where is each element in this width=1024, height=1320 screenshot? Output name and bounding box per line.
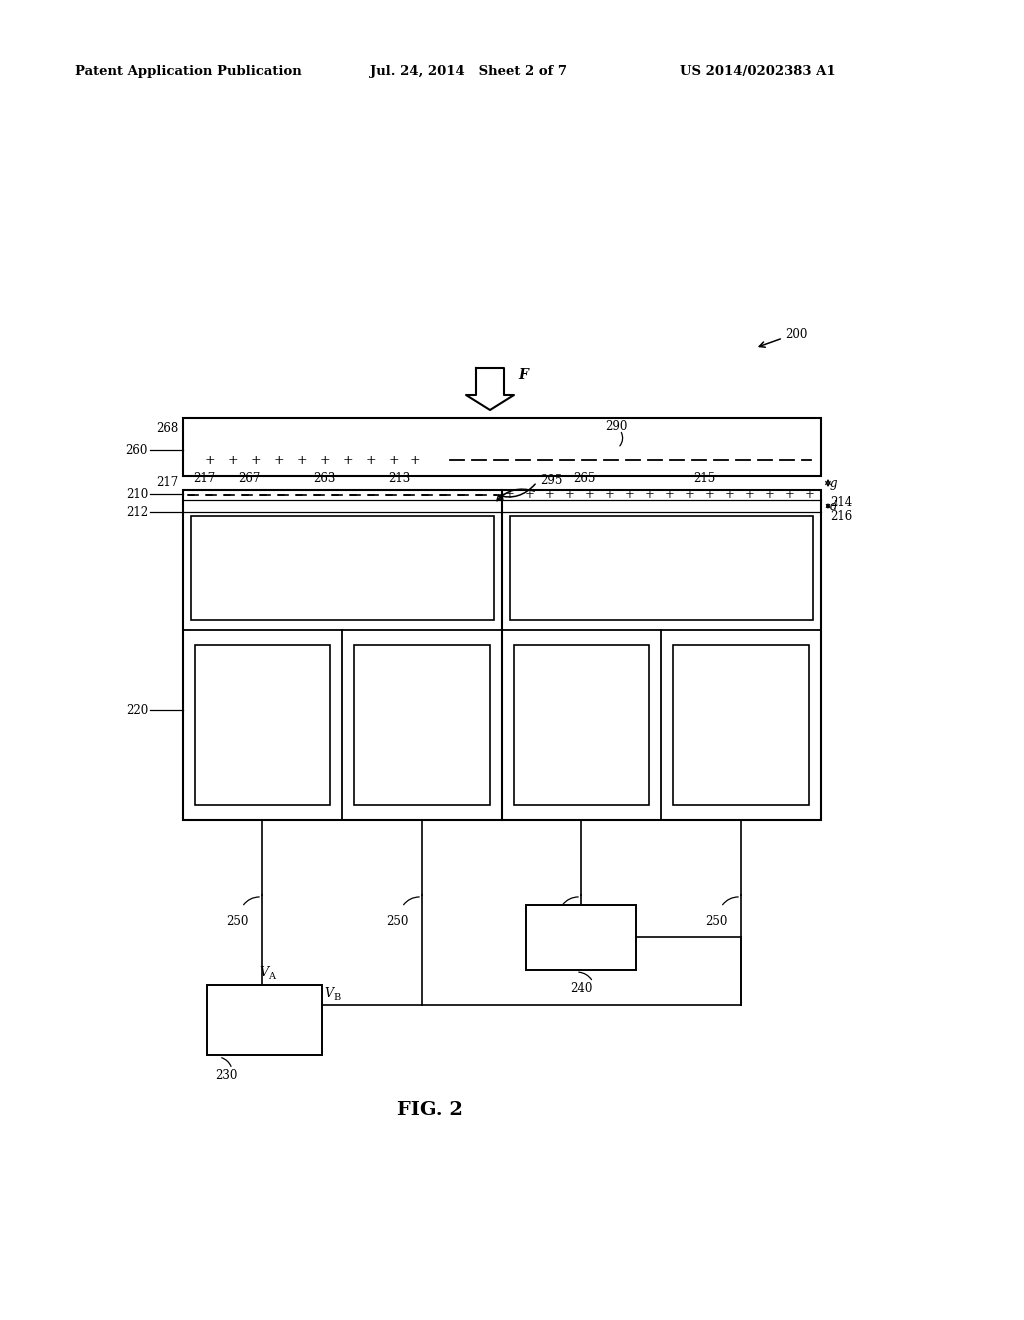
Text: V: V — [324, 987, 333, 1001]
Text: +: + — [585, 488, 595, 502]
Text: 250: 250 — [705, 915, 727, 928]
Text: +: + — [297, 454, 307, 466]
Text: +: + — [505, 488, 515, 502]
Text: 267: 267 — [238, 471, 260, 484]
Text: 212: 212 — [126, 506, 148, 519]
Polygon shape — [466, 368, 514, 411]
Bar — [354, 645, 490, 805]
Text: 250: 250 — [545, 915, 567, 928]
Text: +: + — [765, 488, 775, 502]
Text: 250: 250 — [386, 915, 409, 928]
Text: +: + — [545, 488, 555, 502]
Text: 215: 215 — [693, 471, 715, 484]
Text: 250: 250 — [226, 915, 248, 928]
Text: A: A — [268, 972, 275, 981]
Text: US 2014/0202383 A1: US 2014/0202383 A1 — [680, 66, 836, 78]
Text: 200: 200 — [785, 329, 807, 342]
Text: B: B — [333, 993, 340, 1002]
Text: +: + — [745, 488, 755, 502]
Text: +: + — [665, 488, 675, 502]
Text: +: + — [645, 488, 655, 502]
Text: +: + — [251, 454, 261, 466]
Bar — [207, 985, 322, 1055]
Text: 217: 217 — [193, 471, 215, 484]
Bar — [514, 645, 649, 805]
Bar — [510, 516, 813, 620]
Text: 220: 220 — [126, 704, 148, 717]
Text: +: + — [343, 454, 353, 466]
Text: +: + — [319, 454, 331, 466]
Text: +: + — [389, 454, 399, 466]
Text: 295: 295 — [540, 474, 562, 487]
Text: +: + — [685, 488, 695, 502]
Bar — [191, 516, 494, 620]
Text: +: + — [706, 488, 715, 502]
Text: 240: 240 — [569, 982, 592, 995]
Text: 263: 263 — [313, 471, 336, 484]
Text: 230: 230 — [215, 1069, 238, 1082]
Text: 290: 290 — [605, 421, 628, 433]
Text: +: + — [366, 454, 376, 466]
Text: +: + — [273, 454, 285, 466]
Text: +: + — [565, 488, 574, 502]
Text: d: d — [830, 499, 838, 512]
Text: 217: 217 — [156, 475, 178, 488]
Text: 260: 260 — [126, 444, 148, 457]
Text: V: V — [259, 966, 268, 979]
Text: +: + — [227, 454, 239, 466]
Text: 268: 268 — [156, 422, 178, 436]
Text: Jul. 24, 2014   Sheet 2 of 7: Jul. 24, 2014 Sheet 2 of 7 — [370, 66, 567, 78]
Text: 216: 216 — [830, 510, 852, 523]
Text: FIG. 2: FIG. 2 — [397, 1101, 463, 1119]
Bar — [673, 645, 809, 805]
Text: +: + — [805, 488, 815, 502]
Text: +: + — [525, 488, 535, 502]
Bar — [526, 906, 636, 970]
Text: 210: 210 — [126, 487, 148, 500]
Text: 265: 265 — [573, 471, 595, 484]
Text: 214: 214 — [830, 495, 852, 508]
Text: +: + — [725, 488, 735, 502]
Text: +: + — [205, 454, 215, 466]
Text: +: + — [625, 488, 635, 502]
Text: 213: 213 — [388, 471, 411, 484]
Text: +: + — [785, 488, 795, 502]
Bar — [183, 418, 821, 477]
Text: +: + — [605, 488, 615, 502]
Text: g: g — [830, 477, 838, 490]
Bar — [183, 490, 821, 820]
Bar — [195, 645, 330, 805]
Text: +: + — [410, 454, 420, 466]
Text: Patent Application Publication: Patent Application Publication — [75, 66, 302, 78]
Text: F: F — [518, 368, 528, 381]
